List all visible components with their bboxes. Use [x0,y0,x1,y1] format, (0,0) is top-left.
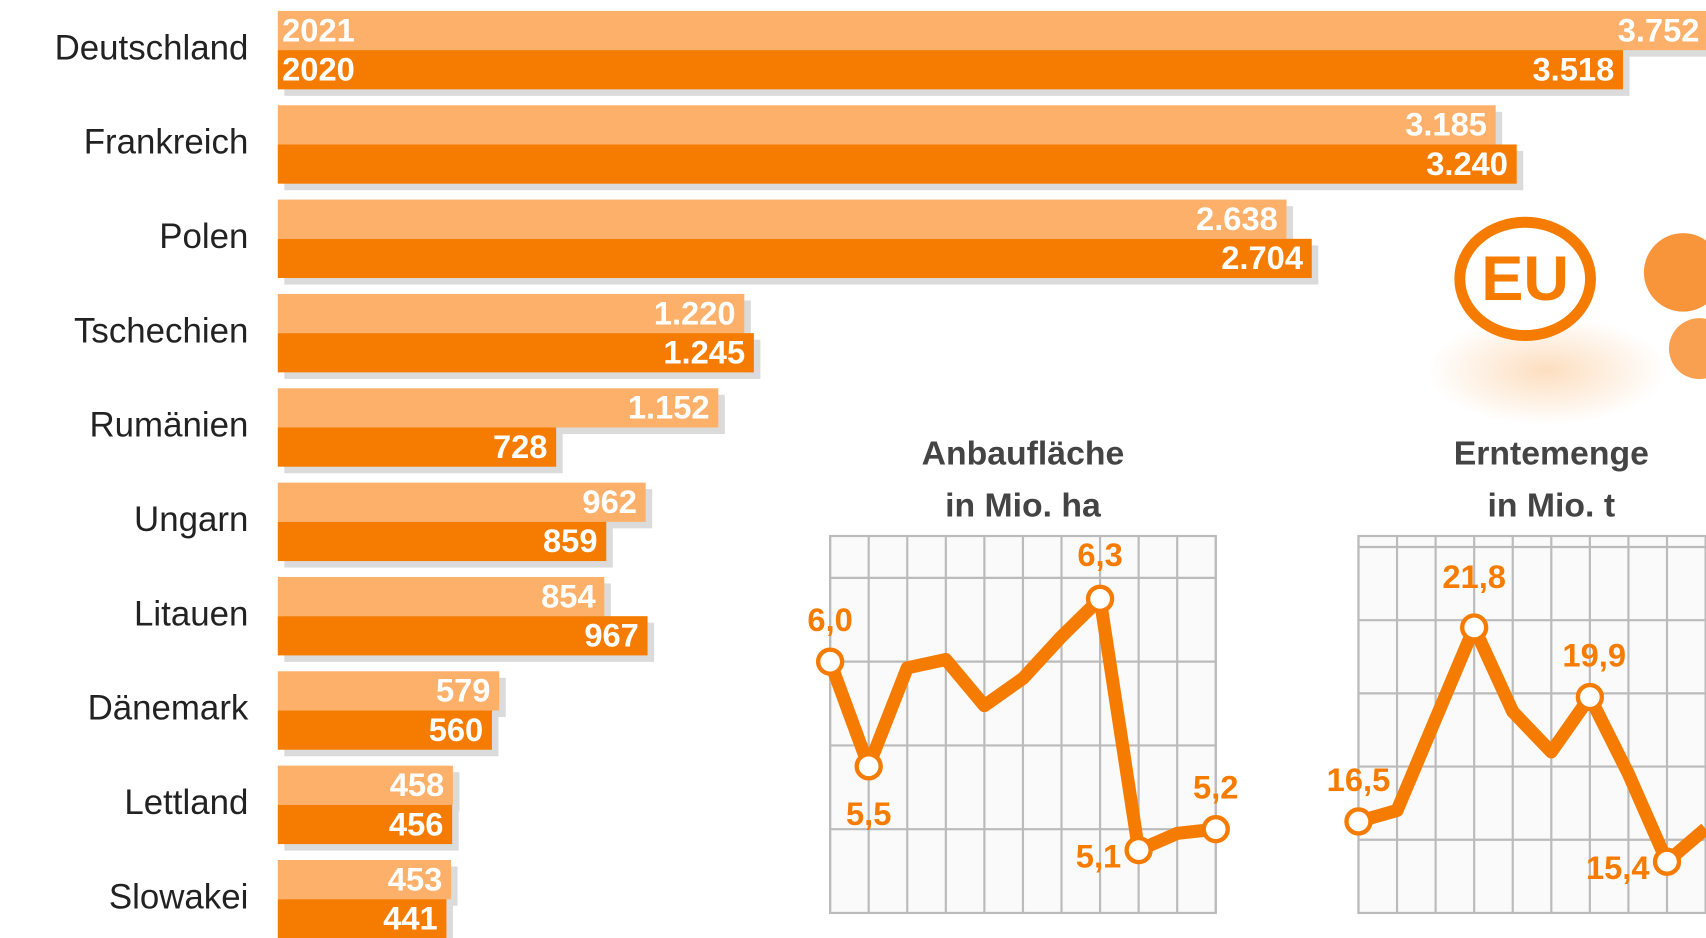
point-marker [1652,847,1682,876]
bar [277,804,453,845]
bar [277,10,1706,51]
bar [277,333,754,373]
bar [277,671,500,711]
x-tick-label: 2016 [982,934,1064,938]
bar [277,388,719,428]
value-label: 728 [493,428,548,465]
value-label: 453 [388,860,443,897]
value-label: 5,5 [846,795,891,832]
category-label: Polen [159,217,248,256]
legend-label: 2020 [282,51,355,88]
x-tick-label: 2016 [1510,934,1592,938]
value-label: 859 [543,522,598,559]
point-marker [854,752,883,781]
value-label: 854 [541,577,596,614]
value-label: 579 [436,672,491,709]
bar [277,899,447,938]
category-label: Ungarn [134,500,248,539]
bar [277,576,605,617]
point-marker [1085,584,1115,613]
value-label: 3.185 [1405,106,1487,143]
bar [277,521,607,562]
value-label: 21,8 [1442,558,1506,595]
value-label: 5,1 [1076,837,1121,874]
bar [277,859,452,900]
value-label: 2.704 [1221,239,1303,276]
logo-flower [1668,318,1706,380]
bar [277,765,453,805]
chart-subtitle: in Mio. ha [945,487,1101,525]
bar [277,427,557,467]
category-label: Rumänien [89,406,248,445]
value-label: 3.240 [1426,145,1508,182]
value-label: 6,0 [807,601,852,638]
bar [277,238,1312,279]
logo-ring [1454,216,1596,341]
point-marker [1124,835,1153,865]
value-label: 3.518 [1533,51,1615,88]
legend-label: 2021 [282,11,355,48]
point-marker [815,647,845,676]
point-marker [1344,807,1373,836]
chart-title: Anbaufläche [922,434,1125,472]
value-label: 5,2 [1193,769,1238,806]
logo-reflection [1427,315,1667,425]
category-label: Slowakei [109,877,249,916]
bar [277,710,492,750]
value-label: 2.638 [1196,200,1278,237]
point-marker [1575,682,1605,712]
value-label: 1.220 [654,294,736,331]
logo-text: EU [1481,244,1569,314]
bar [277,293,745,334]
bar [277,482,646,522]
value-label: 456 [389,805,444,842]
value-label: 3.752 [1618,11,1700,48]
point-marker [1460,613,1489,642]
value-label: 458 [390,766,445,803]
value-label: 1.245 [663,334,745,371]
value-label: 16,5 [1327,761,1391,798]
value-label: 560 [429,711,484,748]
x-tick-label: 2011 [790,934,870,938]
value-label: 441 [383,900,438,937]
line [1356,620,1706,869]
category-label: Deutschland [55,28,249,67]
category-label: Frankreich [84,123,249,162]
bar [277,50,1624,90]
value-label: 19,9 [1562,636,1626,673]
category-label: Dänemark [88,689,249,728]
x-tick-label: 2011 [1319,934,1399,938]
bar [277,199,1287,239]
bar [277,616,648,656]
value-label: 1.152 [628,389,710,426]
category-label: Litauen [134,594,248,633]
bar [277,144,1517,184]
logo: EU [1427,216,1706,425]
category-label: Lettland [124,783,248,822]
x-tick-label: 2021 [1175,934,1257,938]
category-label: Tschechien [74,311,248,350]
value-label: 15,4 [1586,849,1650,886]
value-label: 967 [584,617,639,654]
logo-flower [1643,233,1706,312]
chart-subtitle: in Mio. t [1488,487,1616,525]
value-label: 6,3 [1077,536,1122,573]
chart-title: Erntemenge [1454,434,1649,472]
value-label: 962 [582,483,637,520]
bar [277,105,1496,145]
point-marker [1201,815,1230,844]
